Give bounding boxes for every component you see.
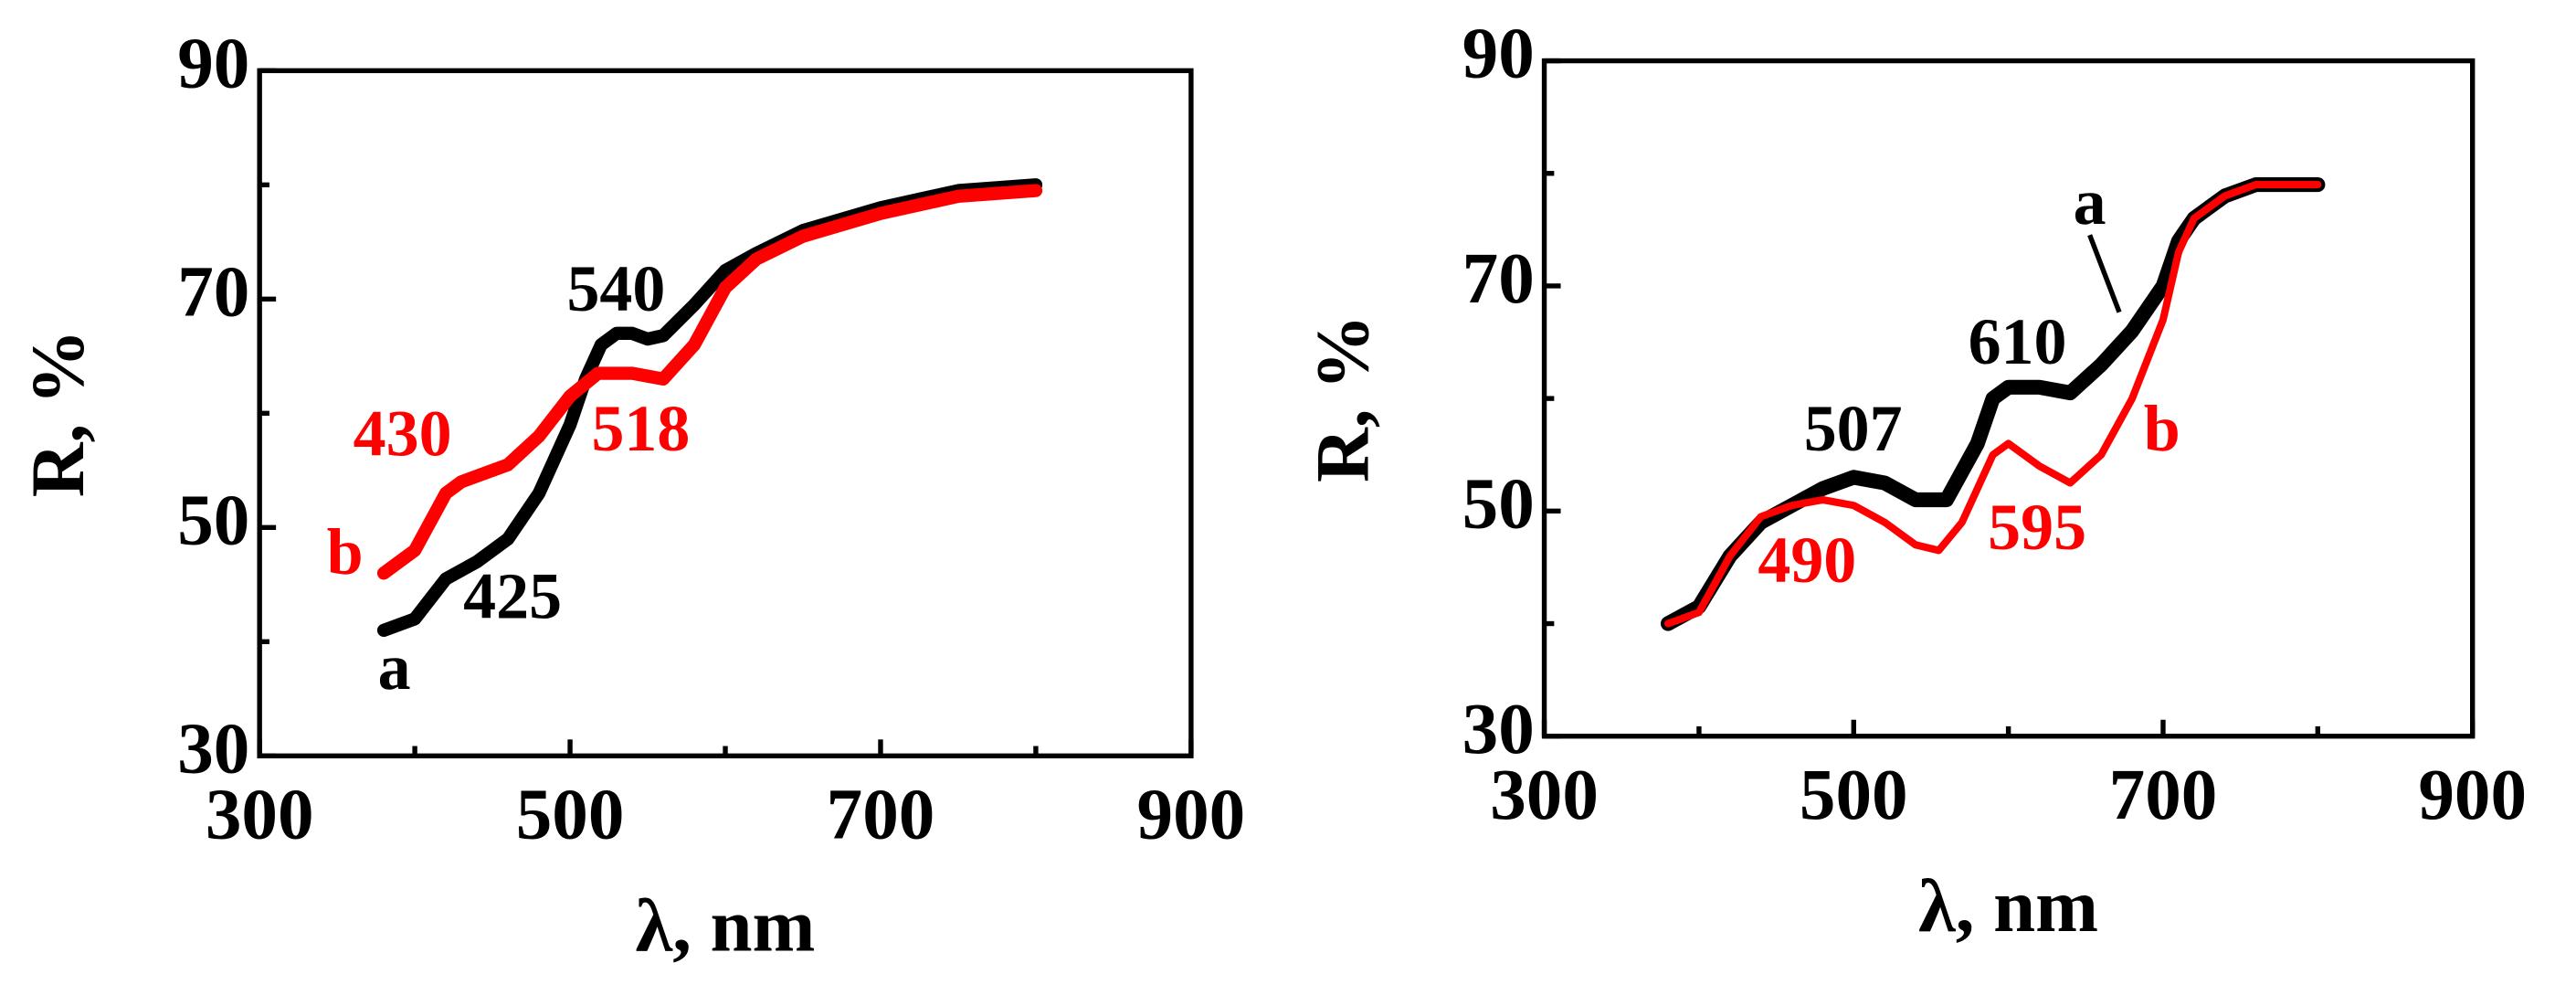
annotation: 540 <box>566 252 665 325</box>
annotation: 490 <box>1758 524 1856 597</box>
annotation: 425 <box>463 560 562 633</box>
chart-panel: 300 500 700 900 30 50 70 90 λ, nm R, % ab 540 425 430… <box>16 24 1245 968</box>
series-label: b <box>327 515 364 588</box>
y-tick-label: 50 <box>177 480 249 560</box>
data-line <box>1663 181 2322 628</box>
plot-frame <box>1541 58 2476 739</box>
x-tick-label: 700 <box>827 774 935 854</box>
x-axis-label: λ, nm <box>636 884 816 968</box>
series-label: a <box>378 630 411 704</box>
y-tick-label: 50 <box>1462 463 1535 544</box>
data-line <box>376 184 1043 580</box>
chart-panel: 300 500 700 900 30 50 70 90 λ, nm R, % a b 610 507 490… <box>1300 14 2527 947</box>
y-tick-label: 30 <box>177 708 249 789</box>
annotation: 610 <box>1969 305 2067 378</box>
annotation: 430 <box>354 397 452 471</box>
x-tick-label: 500 <box>1800 755 1908 835</box>
x-tick-label: 500 <box>516 774 625 854</box>
x-tick-label: 900 <box>2418 755 2527 835</box>
y-axis-label: R, % <box>1300 314 1384 482</box>
series-label: b <box>2144 392 2180 465</box>
y-tick-label: 90 <box>1462 14 1535 94</box>
annotation: 518 <box>591 392 690 465</box>
x-axis-label: λ, nm <box>1918 863 2098 947</box>
y-tick-label: 70 <box>1462 238 1535 319</box>
annotation: 507 <box>1804 392 1903 465</box>
y-tick-label: 30 <box>1462 689 1535 769</box>
series-label: a <box>2074 165 2106 238</box>
x-tick-label: 700 <box>2109 755 2218 835</box>
y-axis-label: R, % <box>16 329 100 497</box>
y-tick-label: 90 <box>177 24 249 104</box>
y-tick-label: 70 <box>177 251 249 332</box>
x-tick-label: 900 <box>1137 774 1246 854</box>
annotation: 595 <box>1988 491 2086 564</box>
x-tick-label: 300 <box>206 774 314 854</box>
x-tick-label: 300 <box>1490 755 1599 835</box>
label-pointer <box>2087 234 2122 313</box>
